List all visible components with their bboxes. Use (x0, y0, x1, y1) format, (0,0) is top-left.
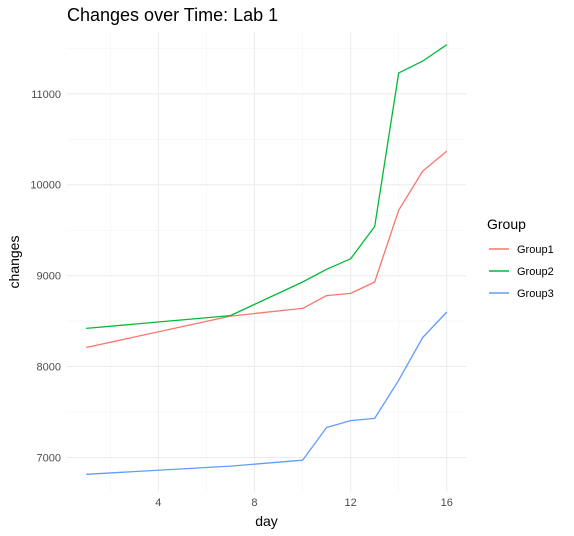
legend-label-group2: Group2 (517, 266, 554, 278)
legend-label-group1: Group1 (517, 244, 554, 256)
x-tick-label: 4 (155, 497, 161, 509)
grid-lines (67, 32, 466, 492)
chart-title: Changes over Time: Lab 1 (67, 5, 278, 25)
series-line-group1 (86, 150, 448, 349)
series-line-group2 (86, 44, 448, 330)
series-line-group3 (86, 311, 448, 475)
y-tick-label: 10000 (30, 180, 61, 192)
x-axis-ticks: 4 8 12 16 (155, 497, 453, 509)
legend-title: Group (487, 216, 526, 232)
y-tick-label: 11000 (31, 89, 61, 101)
y-tick-label: 9000 (37, 271, 61, 283)
y-axis-title: changes (6, 236, 22, 289)
y-tick-label: 7000 (37, 452, 61, 464)
x-axis-title: day (255, 513, 278, 529)
series-lines (86, 44, 448, 475)
x-tick-label: 16 (441, 497, 453, 509)
x-tick-label: 12 (345, 497, 357, 509)
y-tick-label: 8000 (37, 362, 61, 374)
y-axis-ticks: 7000 8000 9000 10000 11000 (30, 89, 61, 465)
legend-label-group3: Group3 (517, 288, 554, 300)
x-tick-label: 8 (251, 497, 257, 509)
legend: Group Group1 Group2 Group3 (487, 216, 554, 300)
